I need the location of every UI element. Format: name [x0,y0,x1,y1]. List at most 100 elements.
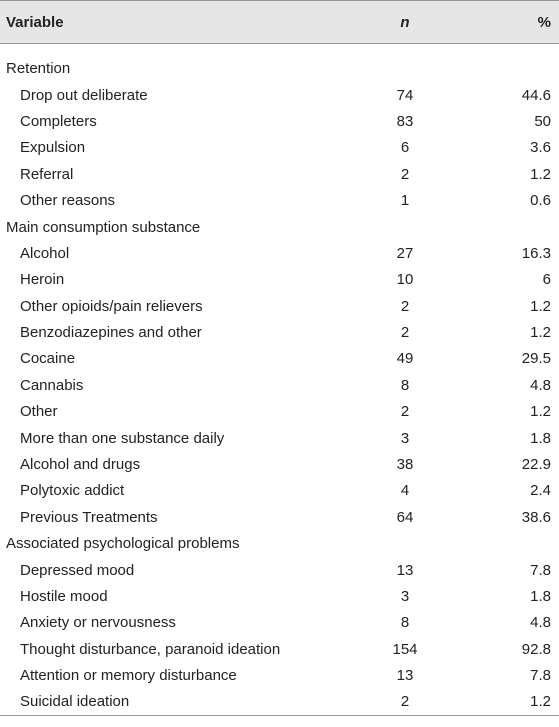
cell-value: 27 [396,244,414,262]
row-label: Attention or memory disturbance [20,667,237,685]
cell-value: 0.6 [530,192,551,210]
cell-value: 1.2 [530,165,551,183]
cell-value: 2 [400,297,410,315]
cell-value: 44.6 [521,86,551,104]
data-row: Benzodiazepines and other 2 1.2 [0,319,559,345]
data-row: Cocaine 49 29.5 [0,346,559,372]
group-row: Associated psychological problems [0,531,559,557]
cell-value: 49 [396,350,414,368]
data-row: Suicidal ideation 2 1.2 [0,688,559,716]
cell-value: 64 [396,508,414,526]
cell-value: 13 [396,561,414,579]
cell-value: 7.8 [530,667,551,685]
group-row: Main consumption substance [0,214,559,240]
data-row: More than one substance daily 3 1.8 [0,425,559,451]
group-label: Associated psychological problems [6,535,240,553]
row-label: Other [20,403,58,421]
cell-value: 8 [400,376,410,394]
cell-value: 83 [396,112,414,130]
row-label: Benzodiazepines and other [20,324,202,342]
cell-value: 10 [396,271,414,289]
cell-value: 22.9 [521,456,551,474]
cell-value: 8 [400,614,410,632]
row-label: Alcohol [20,244,70,262]
group-row: Retention [0,56,559,82]
row-label: Completers [20,112,97,130]
group-label: Main consumption substance [6,218,201,236]
data-row: Hostile mood 3 1.8 [0,583,559,609]
cell-value: 92.8 [521,640,551,658]
cell-value: 1.2 [530,297,551,315]
data-row: Referral 2 1.2 [0,161,559,187]
cell-value: 2 [400,403,410,421]
data-row: Attention or memory disturbance 13 7.8 [0,662,559,688]
row-label: More than one substance daily [20,429,225,447]
cell-value: 2.4 [530,482,551,500]
row-label: Cocaine [20,350,76,368]
header-cell: n [340,0,470,44]
row-label: Previous Treatments [20,508,158,526]
row-label: Expulsion [20,139,86,157]
row-label: Other opioids/pain relievers [20,297,203,315]
row-label: Heroin [20,271,65,289]
data-row: Cannabis 8 4.8 [0,372,559,398]
cell-value: 1.2 [530,324,551,342]
data-row: Thought disturbance, paranoid ideation 15… [0,636,559,662]
spacer [0,44,559,56]
data-row: Other opioids/pain relievers 2 1.2 [0,293,559,319]
data-row: Anxiety or nervousness 8 4.8 [0,610,559,636]
row-label: Other reasons [20,192,116,210]
data-row: Depressed mood 13 7.8 [0,557,559,583]
data-row: Other 2 1.2 [0,399,559,425]
cell-value: 3 [400,429,410,447]
data-row: Expulsion 6 3.6 [0,135,559,161]
table-header: Variable n % [0,0,559,44]
row-label: Cannabis [20,376,84,394]
row-label: Hostile mood [20,588,108,605]
row-label: Thought disturbance, paranoid ideation [20,640,281,658]
row-label: Suicidal ideation [0,688,340,716]
data-row: Other reasons 1 0.6 [0,187,559,213]
data-row: Previous Treatments 64 38.6 [0,504,559,530]
cell-value: 6 [400,139,410,157]
cell-value: 1.2 [530,403,551,421]
cell-value: 1 [400,192,410,210]
cell-value: 1.8 [530,588,551,605]
cell-value: 1.8 [530,429,551,447]
cell-value: 29.5 [521,350,551,368]
cell-value: 1.2 [470,688,559,716]
cell-value: 16.3 [521,244,551,262]
table-body: Retention Drop out deliberate 74 44.6 Comple… [0,44,559,716]
cell-value: 38 [396,456,414,474]
cell-value: 38.6 [521,508,551,526]
cell-value: 2 [400,324,410,342]
data-row: Polytoxic addict 4 2.4 [0,478,559,504]
header-cell: % [470,0,559,44]
cell-value: 154 [392,640,418,658]
cell-value: 13 [396,667,414,685]
cell-value: 74 [396,86,414,104]
data-row: Heroin 10 6 [0,267,559,293]
data-row: Alcohol 27 16.3 [0,240,559,266]
row-label: Polytoxic addict [20,482,125,500]
data-row: Alcohol and drugs 38 22.9 [0,451,559,477]
header-cell: Variable [0,0,340,44]
header-row: Variable n % [0,0,559,44]
cell-value: 4.8 [530,376,551,394]
cell-value: 4 [400,482,410,500]
row-label: Drop out deliberate [20,86,148,104]
data-row: Completers 83 50 [0,108,559,134]
row-label: Depressed mood [20,561,135,579]
cell-value: 7.8 [530,561,551,579]
cell-value: 4.8 [530,614,551,632]
cell-value: 50 [534,112,551,130]
group-label: Retention [6,60,71,78]
cell-value: 3.6 [530,139,551,157]
cell-value: 2 [340,688,470,716]
cell-value: 2 [400,165,410,183]
cell-value: 6 [542,271,551,289]
data-row: Drop out deliberate 74 44.6 [0,82,559,108]
row-label: Alcohol and drugs [20,456,141,474]
